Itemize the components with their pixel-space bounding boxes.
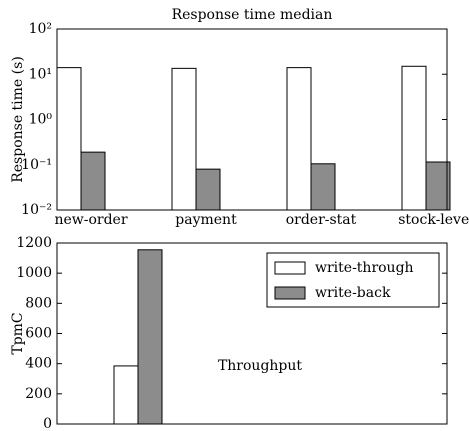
bar [80,151,106,211]
y-tick-label: 800 [25,295,52,311]
y-tick-label: 1200 [16,235,52,251]
x-tick-label: new-order [54,212,127,228]
bar [56,67,82,211]
bar [195,168,221,211]
y-tick-label: 600 [25,326,52,342]
y-tick-label: 10¹ [29,66,52,82]
y-axis-label: TpmC [10,312,26,354]
legend-label: write-back [315,285,391,301]
bar [401,65,427,211]
legend-swatch [274,286,306,300]
y-tick-label: 10⁻² [21,202,52,218]
bar [310,163,336,211]
x-tick-label: payment [175,212,237,228]
x-tick-label: order-stat [286,212,357,228]
bar [425,161,451,211]
chart-title: Response time median [172,7,333,23]
y-tick-label: 0 [43,416,52,431]
legend-swatch [274,261,306,275]
x-tick-label: stock-level [398,212,469,228]
legend-box [266,252,440,308]
y-tick-label: 400 [25,356,52,372]
y-tick-label: 10² [29,21,52,37]
y-tick-label: 10⁻¹ [21,157,52,173]
bar [113,365,139,425]
annotation: Throughput [218,358,302,374]
bar [171,67,197,211]
y-tick-label: 1000 [16,265,52,281]
plot-frame [56,242,448,425]
legend-label: write-through [315,260,414,276]
y-tick-label: 10⁰ [29,112,53,128]
y-axis-label: Response time (s) [10,56,26,183]
y-tick-label: 200 [25,386,52,402]
bar [137,249,163,425]
plot-frame [56,28,448,211]
bar [286,67,312,211]
